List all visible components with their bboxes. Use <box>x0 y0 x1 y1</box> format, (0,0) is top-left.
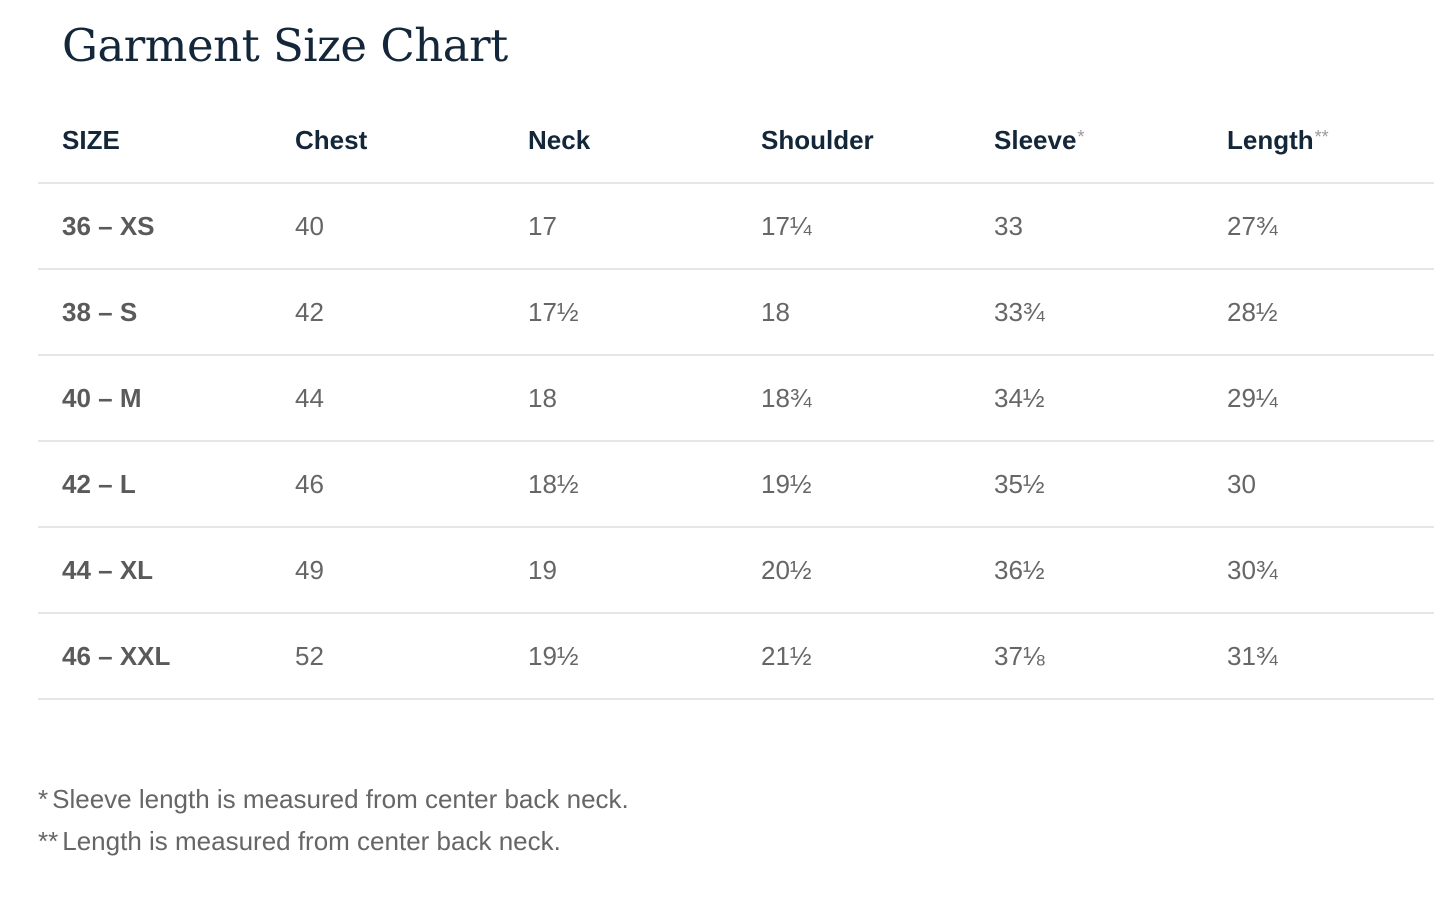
footnote-length: ** Length is measured from center back ne… <box>38 820 629 862</box>
shoulder-cell: 18¾ <box>737 355 970 442</box>
header-sleeve-label: Sleeve <box>994 124 1077 155</box>
sleeve-cell: 35½ <box>970 441 1203 528</box>
header-chest-label: Chest <box>295 124 368 155</box>
table-row: 38 – S 42 17½ 18 33¾ 28½ <box>38 269 1434 356</box>
table-row: 46 – XXL 52 19½ 21½ 37⅛ 31¾ <box>38 613 1434 700</box>
sleeve-cell: 36½ <box>970 527 1203 614</box>
sleeve-cell: 33 <box>970 183 1203 270</box>
footnote-sleeve: * Sleeve length is measured from center b… <box>38 778 629 820</box>
shoulder-cell: 21½ <box>737 613 970 700</box>
sleeve-cell: 33¾ <box>970 269 1203 356</box>
header-shoulder: Shoulder <box>737 98 970 184</box>
chest-cell: 49 <box>271 527 504 614</box>
size-cell: 36 – XS <box>38 183 271 270</box>
size-table: SIZE Chest Neck Shoulder Sleeve* Length*… <box>38 98 1434 700</box>
length-cell: 31¾ <box>1203 613 1434 700</box>
header-length-label: Length <box>1227 124 1314 155</box>
header-chest: Chest <box>271 98 504 184</box>
chest-cell: 46 <box>271 441 504 528</box>
neck-cell: 19½ <box>504 613 737 700</box>
sleeve-cell: 37⅛ <box>970 613 1203 700</box>
header-length-footnote-mark: ** <box>1314 126 1329 147</box>
table-header-row: SIZE Chest Neck Shoulder Sleeve* Length*… <box>38 98 1434 184</box>
neck-cell: 18½ <box>504 441 737 528</box>
table-row: 36 – XS 40 17 17¼ 33 27¾ <box>38 183 1434 270</box>
header-neck: Neck <box>504 98 737 184</box>
length-cell: 27¾ <box>1203 183 1434 270</box>
shoulder-cell: 17¼ <box>737 183 970 270</box>
length-cell: 30¾ <box>1203 527 1434 614</box>
header-length: Length** <box>1203 98 1434 184</box>
footnote-length-text: Length is measured from center back neck… <box>62 826 561 856</box>
table-row: 42 – L 46 18½ 19½ 35½ 30 <box>38 441 1434 528</box>
header-sleeve-footnote-mark: * <box>1077 126 1085 147</box>
shoulder-cell: 18 <box>737 269 970 356</box>
footnote-sleeve-text: Sleeve length is measured from center ba… <box>52 784 629 814</box>
neck-cell: 19 <box>504 527 737 614</box>
chest-cell: 40 <box>271 183 504 270</box>
size-cell: 40 – M <box>38 355 271 442</box>
size-cell: 42 – L <box>38 441 271 528</box>
length-cell: 28½ <box>1203 269 1434 356</box>
shoulder-cell: 20½ <box>737 527 970 614</box>
sleeve-cell: 34½ <box>970 355 1203 442</box>
table-row: 40 – M 44 18 18¾ 34½ 29¼ <box>38 355 1434 442</box>
size-cell: 38 – S <box>38 269 271 356</box>
neck-cell: 17½ <box>504 269 737 356</box>
page-title: Garment Size Chart <box>62 19 508 72</box>
footnote-sleeve-mark: * <box>38 784 49 814</box>
length-cell: 29¼ <box>1203 355 1434 442</box>
header-sleeve: Sleeve* <box>970 98 1203 184</box>
header-size: SIZE <box>38 98 271 184</box>
size-cell: 44 – XL <box>38 527 271 614</box>
chest-cell: 42 <box>271 269 504 356</box>
neck-cell: 17 <box>504 183 737 270</box>
chest-cell: 52 <box>271 613 504 700</box>
footnote-length-mark: ** <box>38 826 59 856</box>
size-cell: 46 – XXL <box>38 613 271 700</box>
neck-cell: 18 <box>504 355 737 442</box>
header-shoulder-label: Shoulder <box>761 124 874 155</box>
length-cell: 30 <box>1203 441 1434 528</box>
table-row: 44 – XL 49 19 20½ 36½ 30¾ <box>38 527 1434 614</box>
footnotes: * Sleeve length is measured from center b… <box>38 778 629 862</box>
header-neck-label: Neck <box>528 124 591 155</box>
shoulder-cell: 19½ <box>737 441 970 528</box>
chest-cell: 44 <box>271 355 504 442</box>
header-size-label: SIZE <box>62 124 120 155</box>
